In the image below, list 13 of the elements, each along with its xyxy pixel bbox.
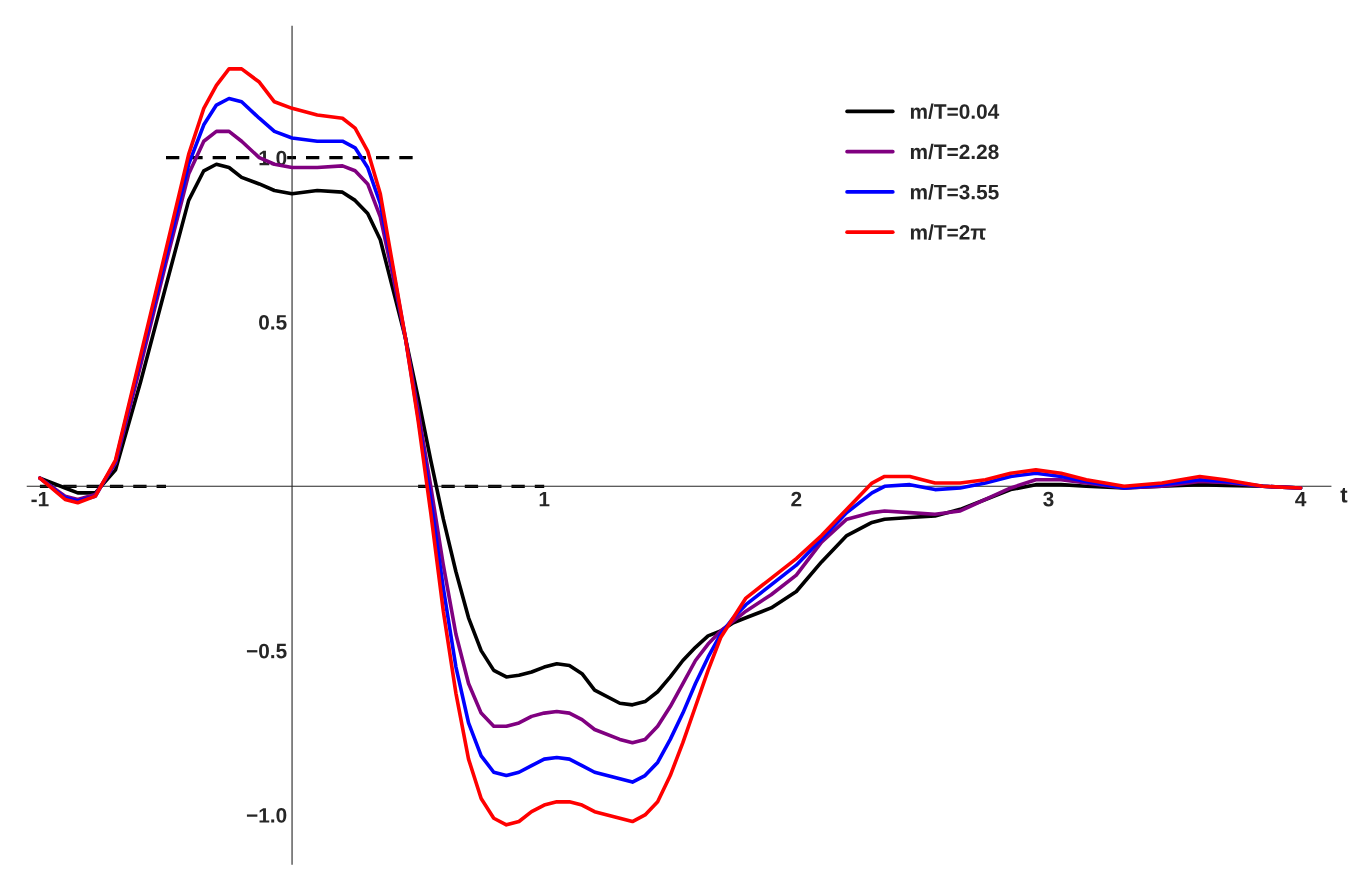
legend-label: m/T=2.28	[910, 143, 999, 160]
x-tick-label: -1	[31, 491, 49, 507]
x-axis-title: t	[1340, 487, 1348, 503]
x-tick-label: 4	[1295, 491, 1307, 507]
legend-label: m/T=3.55	[910, 184, 999, 200]
y-tick-label: −1.0	[246, 807, 287, 823]
legend-label: m/T=0.04	[910, 103, 1000, 120]
y-tick-label: −0.5	[246, 643, 287, 659]
x-tick-label: 1	[539, 491, 550, 507]
x-tick-label: 2	[791, 491, 802, 507]
legend-label: m/T=2π	[910, 224, 986, 240]
x-tick-label: 3	[1043, 491, 1054, 507]
y-tick-label: 0.5	[259, 314, 287, 330]
